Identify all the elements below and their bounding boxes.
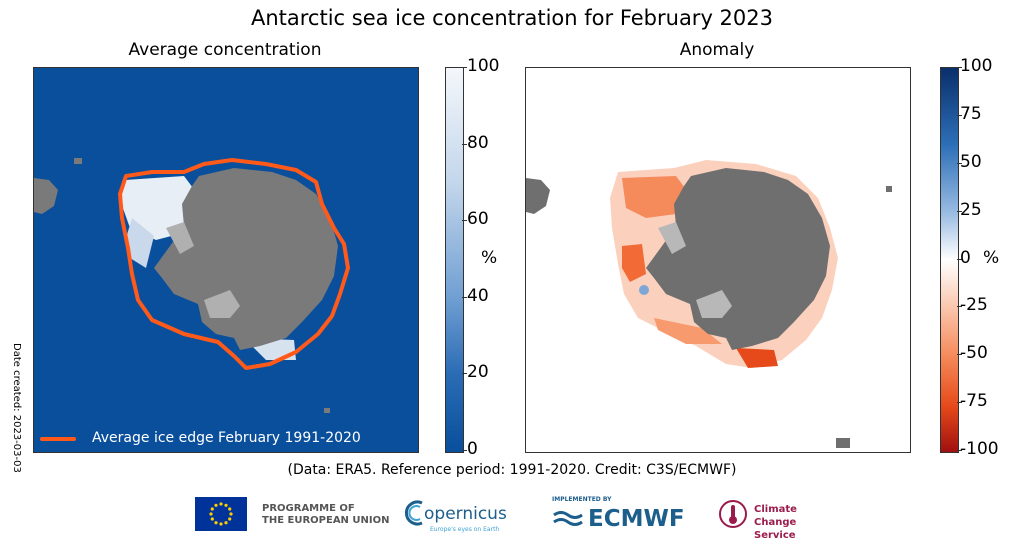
anomaly-unit: %: [983, 248, 1000, 268]
left-panel-subtitle: Average concentration: [128, 40, 322, 60]
ross-ice-shelf: [204, 290, 240, 318]
island: [324, 408, 330, 413]
concentration-tick-mark: [462, 220, 467, 221]
anomaly-svg: [526, 160, 892, 448]
anomaly-tick-label: 25: [960, 200, 982, 220]
anomaly-tick-label: -100: [960, 439, 999, 459]
anomaly-tick-label: -25: [960, 295, 988, 315]
ecmwf-wordmark: ECMWF: [588, 506, 685, 532]
ronne-ice-shelf: [658, 222, 686, 254]
south-america-land: [34, 178, 58, 214]
concentration-tick-mark: [462, 67, 467, 68]
concentration-tick-label: 40: [467, 286, 489, 306]
positive-anomaly-spot: [639, 285, 649, 295]
copernicus-c-icon: [404, 500, 423, 526]
island: [836, 438, 850, 448]
ecmwf-logo: IMPLEMENTED BY ECMWF: [552, 496, 692, 536]
concentration-tick-mark: [462, 144, 467, 145]
anomaly-colorbar: [940, 67, 959, 453]
concentration-tick-mark: [462, 450, 467, 451]
peninsula-ice: [126, 218, 154, 268]
antarctica-land: [154, 168, 338, 350]
ross-ice-shelf: [696, 290, 732, 318]
anomaly-tick-label: 0: [960, 248, 971, 268]
antarctica-land: [646, 168, 830, 350]
concentration-unit: %: [481, 248, 498, 268]
concentration-tick-label: 0: [467, 439, 478, 459]
concentration-tick-label: 100: [467, 56, 500, 76]
anomaly-map: [525, 67, 911, 453]
weddell-negative-anomaly: [622, 176, 688, 218]
anomaly-tick-mark: [957, 306, 962, 307]
legend-ice-edge-label: Average ice edge February 1991-2020: [92, 430, 361, 446]
c3s-text: Climate Change Service: [754, 503, 838, 542]
island: [886, 186, 892, 192]
average-ice-edge-line: [118, 158, 350, 370]
anomaly-tick-mark: [957, 67, 962, 68]
concentration-colorbar: [445, 67, 464, 453]
anomaly-tick-label: -75: [960, 391, 988, 411]
concentration-tick-label: 80: [467, 133, 489, 153]
credit-line: (Data: ERA5. Reference period: 1991-2020…: [287, 462, 737, 478]
anomaly-tick-mark: [957, 354, 962, 355]
anomaly-tick-mark: [957, 211, 962, 212]
anomaly-tick-mark: [957, 450, 962, 451]
concentration-tick-mark: [462, 373, 467, 374]
south-america-land: [526, 178, 550, 214]
copernicus-tagline: Europe's eyes on Earth: [430, 526, 500, 533]
anomaly-tick-mark: [957, 259, 962, 260]
eu-line-2: THE EUROPEAN UNION: [262, 515, 390, 526]
anomaly-tick-label: 75: [960, 104, 982, 124]
bellingshausen-negative-anomaly: [654, 318, 722, 344]
anomaly-tick-mark: [957, 115, 962, 116]
c3s-line-2: Change Service: [754, 517, 797, 541]
average-concentration-map: Average ice edge February 1991-2020: [33, 67, 419, 453]
amundsen-negative-anomaly: [736, 348, 778, 368]
concentration-tick-label: 60: [467, 209, 489, 229]
right-panel-subtitle: Anomaly: [679, 40, 755, 60]
c3s-line-1: Climate: [754, 504, 797, 515]
eu-programme-text: PROGRAMME OF THE EUROPEAN UNION: [262, 503, 390, 527]
anomaly-tick-mark: [957, 402, 962, 403]
anomaly-tick-label: 50: [960, 152, 982, 172]
figure-title: Antarctic sea ice concentration for Febr…: [250, 6, 773, 30]
concentration-tick-label: 20: [467, 362, 489, 382]
eu-stars-icon: [209, 502, 233, 526]
date-created-note: Date created: 2023-03-03: [11, 343, 22, 473]
eu-line-1: PROGRAMME OF: [262, 503, 355, 514]
ecmwf-implemented-by: IMPLEMENTED BY: [552, 496, 612, 503]
legend-ice-edge-swatch: [40, 437, 76, 441]
c3s-logo: Climate Change Service: [718, 498, 838, 541]
ronne-ice-shelf: [166, 222, 194, 254]
anomaly-tick-label: -50: [960, 343, 988, 363]
ecmwf-waves-icon: [553, 511, 583, 526]
peninsula-negative-anomaly: [622, 244, 646, 282]
anomaly-tick-mark: [957, 163, 962, 164]
average-concentration-svg: [34, 158, 350, 413]
eu-flag-logo: [195, 497, 247, 531]
c3s-thermometer-icon: [719, 500, 747, 528]
island: [74, 158, 82, 164]
anomaly-tick-label: 100: [960, 56, 993, 76]
copernicus-wordmark: opernicus: [424, 504, 507, 524]
copernicus-logo: opernicus Europe's eyes on Earth: [404, 496, 514, 538]
concentration-tick-mark: [462, 297, 467, 298]
